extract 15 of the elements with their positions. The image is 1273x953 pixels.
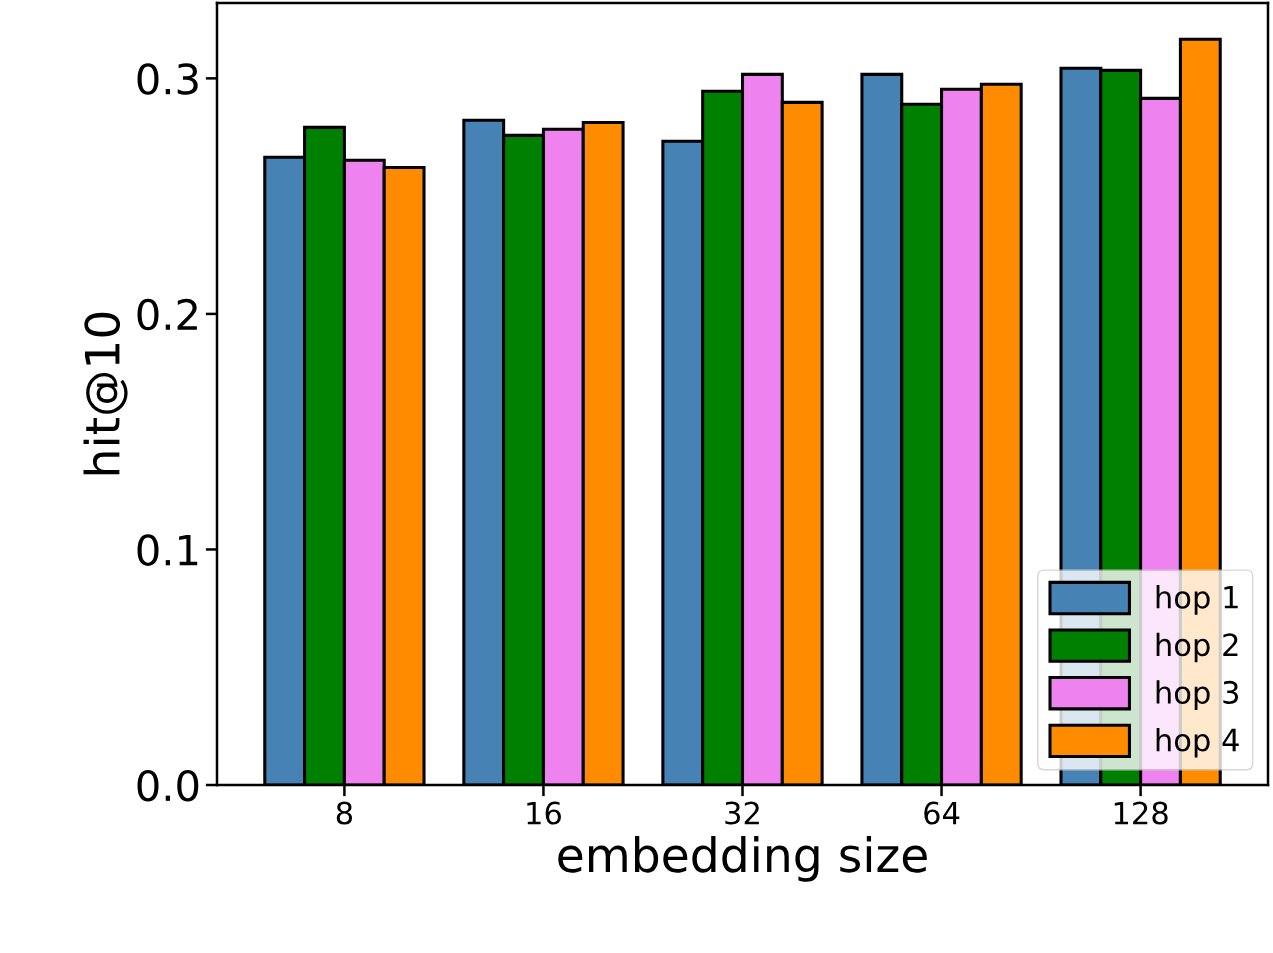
x-tick-label: 16	[527, 801, 561, 825]
legend-label: hop 2	[1156, 632, 1238, 663]
y-axis-title: hit@10	[83, 312, 128, 475]
y-tick-label: 0.2	[137, 298, 197, 331]
legend-label: hop 3	[1156, 680, 1239, 710]
x-tick-label: 64	[924, 801, 960, 825]
y-tick-label: 0.3	[137, 63, 198, 95]
x-tick-label: 32	[725, 801, 759, 825]
x-tick-label: 8	[336, 801, 353, 825]
y-tick-label: 0.0	[137, 769, 199, 802]
x-tick-label: 128	[1114, 801, 1168, 825]
x-axis-title: embedding size	[558, 836, 927, 882]
legend-label: hop 4	[1156, 727, 1239, 758]
y-tick-label: 0.1	[137, 534, 198, 566]
legend-label: hop 1	[1156, 585, 1238, 615]
